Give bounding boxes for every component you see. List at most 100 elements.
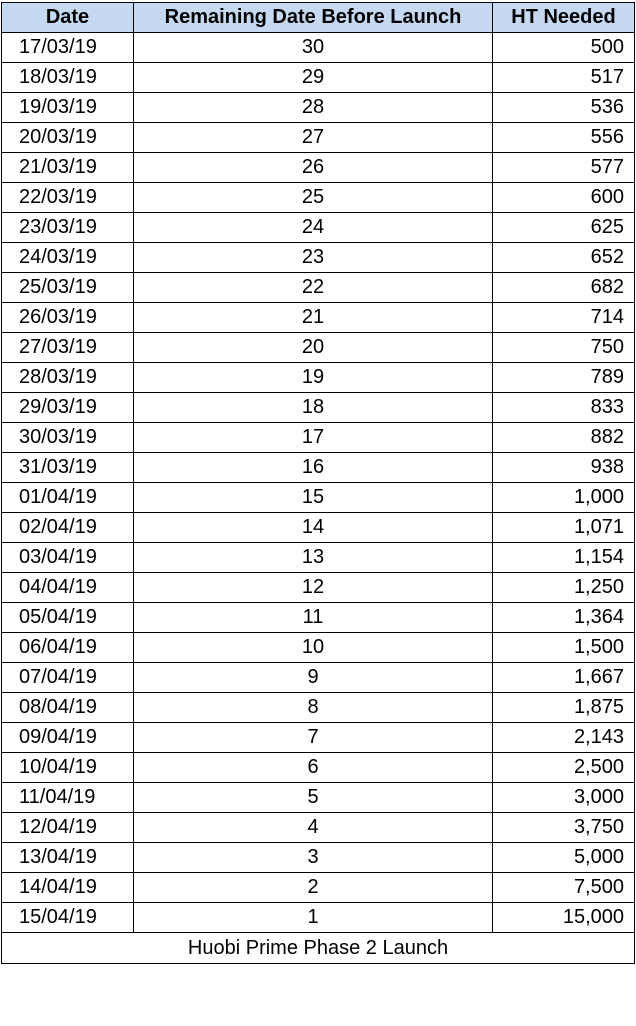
table-row: 17/03/19 30 500: [1, 32, 635, 63]
date-cell: 29/03/19: [1, 392, 134, 423]
table-row: 19/03/19 28 536: [1, 92, 635, 123]
date-cell: 27/03/19: [1, 332, 134, 363]
ht-needed-cell: 625: [492, 212, 635, 243]
ht-needed-cell: 556: [492, 122, 635, 153]
table-row: 11/04/19 5 3,000: [1, 782, 635, 813]
table-row: 10/04/19 6 2,500: [1, 752, 635, 783]
remaining-days-cell: 21: [133, 302, 493, 333]
table-row: 25/03/19 22 682: [1, 272, 635, 303]
remaining-days-cell: 4: [133, 812, 493, 843]
date-cell: 24/03/19: [1, 242, 134, 273]
date-cell: 23/03/19: [1, 212, 134, 243]
remaining-days-cell: 22: [133, 272, 493, 303]
remaining-days-cell: 24: [133, 212, 493, 243]
table-row: 28/03/19 19 789: [1, 362, 635, 393]
table-row: 22/03/19 25 600: [1, 182, 635, 213]
table-row: 24/03/19 23 652: [1, 242, 635, 273]
date-cell: 07/04/19: [1, 662, 134, 693]
ht-needed-cell: 1,875: [492, 692, 635, 723]
launch-footer-note: Huobi Prime Phase 2 Launch: [1, 932, 635, 964]
remaining-days-cell: 11: [133, 602, 493, 633]
remaining-days-cell: 18: [133, 392, 493, 423]
remaining-days-cell: 15: [133, 482, 493, 513]
remaining-days-cell: 28: [133, 92, 493, 123]
date-cell: 03/04/19: [1, 542, 134, 573]
ht-needed-cell: 1,071: [492, 512, 635, 543]
table-row: 02/04/19 14 1,071: [1, 512, 635, 543]
header-ht-needed: HT Needed: [492, 2, 635, 33]
table-row: 14/04/19 2 7,500: [1, 872, 635, 903]
ht-needed-cell: 600: [492, 182, 635, 213]
date-cell: 15/04/19: [1, 902, 134, 933]
remaining-days-cell: 26: [133, 152, 493, 183]
remaining-days-cell: 14: [133, 512, 493, 543]
date-cell: 28/03/19: [1, 362, 134, 393]
ht-needed-cell: 1,154: [492, 542, 635, 573]
remaining-days-cell: 5: [133, 782, 493, 813]
date-cell: 04/04/19: [1, 572, 134, 603]
table-row: 27/03/19 20 750: [1, 332, 635, 363]
header-remaining-days: Remaining Date Before Launch: [133, 2, 493, 33]
remaining-days-cell: 17: [133, 422, 493, 453]
ht-schedule-table: Date Remaining Date Before Launch HT Nee…: [1, 2, 635, 964]
table-row: 07/04/19 9 1,667: [1, 662, 635, 693]
remaining-days-cell: 9: [133, 662, 493, 693]
date-cell: 21/03/19: [1, 152, 134, 183]
remaining-days-cell: 20: [133, 332, 493, 363]
table-row: 01/04/19 15 1,000: [1, 482, 635, 513]
remaining-days-cell: 16: [133, 452, 493, 483]
remaining-days-cell: 30: [133, 32, 493, 63]
table-row: 09/04/19 7 2,143: [1, 722, 635, 753]
header-row: Date Remaining Date Before Launch HT Nee…: [1, 2, 635, 33]
table-row: 30/03/19 17 882: [1, 422, 635, 453]
remaining-days-cell: 29: [133, 62, 493, 93]
date-cell: 11/04/19: [1, 782, 134, 813]
table-row: 23/03/19 24 625: [1, 212, 635, 243]
ht-needed-cell: 750: [492, 332, 635, 363]
table-row: 08/04/19 8 1,875: [1, 692, 635, 723]
ht-needed-cell: 7,500: [492, 872, 635, 903]
date-cell: 25/03/19: [1, 272, 134, 303]
date-cell: 13/04/19: [1, 842, 134, 873]
remaining-days-cell: 12: [133, 572, 493, 603]
date-cell: 14/04/19: [1, 872, 134, 903]
table-row: 26/03/19 21 714: [1, 302, 635, 333]
remaining-days-cell: 23: [133, 242, 493, 273]
date-cell: 31/03/19: [1, 452, 134, 483]
ht-needed-cell: 2,500: [492, 752, 635, 783]
remaining-days-cell: 1: [133, 902, 493, 933]
ht-needed-cell: 938: [492, 452, 635, 483]
table-row: 29/03/19 18 833: [1, 392, 635, 423]
ht-needed-cell: 2,143: [492, 722, 635, 753]
table-row: 31/03/19 16 938: [1, 452, 635, 483]
table-row: 21/03/19 26 577: [1, 152, 635, 183]
footer-row: Huobi Prime Phase 2 Launch: [1, 932, 635, 964]
date-cell: 30/03/19: [1, 422, 134, 453]
ht-needed-cell: 500: [492, 32, 635, 63]
table-row: 18/03/19 29 517: [1, 62, 635, 93]
table-row: 05/04/19 11 1,364: [1, 602, 635, 633]
ht-needed-cell: 1,000: [492, 482, 635, 513]
ht-needed-cell: 882: [492, 422, 635, 453]
date-cell: 06/04/19: [1, 632, 134, 663]
ht-needed-cell: 789: [492, 362, 635, 393]
table-row: 13/04/19 3 5,000: [1, 842, 635, 873]
table-row: 20/03/19 27 556: [1, 122, 635, 153]
remaining-days-cell: 3: [133, 842, 493, 873]
date-cell: 26/03/19: [1, 302, 134, 333]
remaining-days-cell: 8: [133, 692, 493, 723]
remaining-days-cell: 13: [133, 542, 493, 573]
header-date: Date: [1, 2, 134, 33]
date-cell: 18/03/19: [1, 62, 134, 93]
date-cell: 12/04/19: [1, 812, 134, 843]
table-row: 06/04/19 10 1,500: [1, 632, 635, 663]
date-cell: 17/03/19: [1, 32, 134, 63]
ht-needed-cell: 682: [492, 272, 635, 303]
remaining-days-cell: 27: [133, 122, 493, 153]
remaining-days-cell: 25: [133, 182, 493, 213]
ht-needed-cell: 1,250: [492, 572, 635, 603]
remaining-days-cell: 6: [133, 752, 493, 783]
remaining-days-cell: 2: [133, 872, 493, 903]
date-cell: 09/04/19: [1, 722, 134, 753]
table-row: 04/04/19 12 1,250: [1, 572, 635, 603]
